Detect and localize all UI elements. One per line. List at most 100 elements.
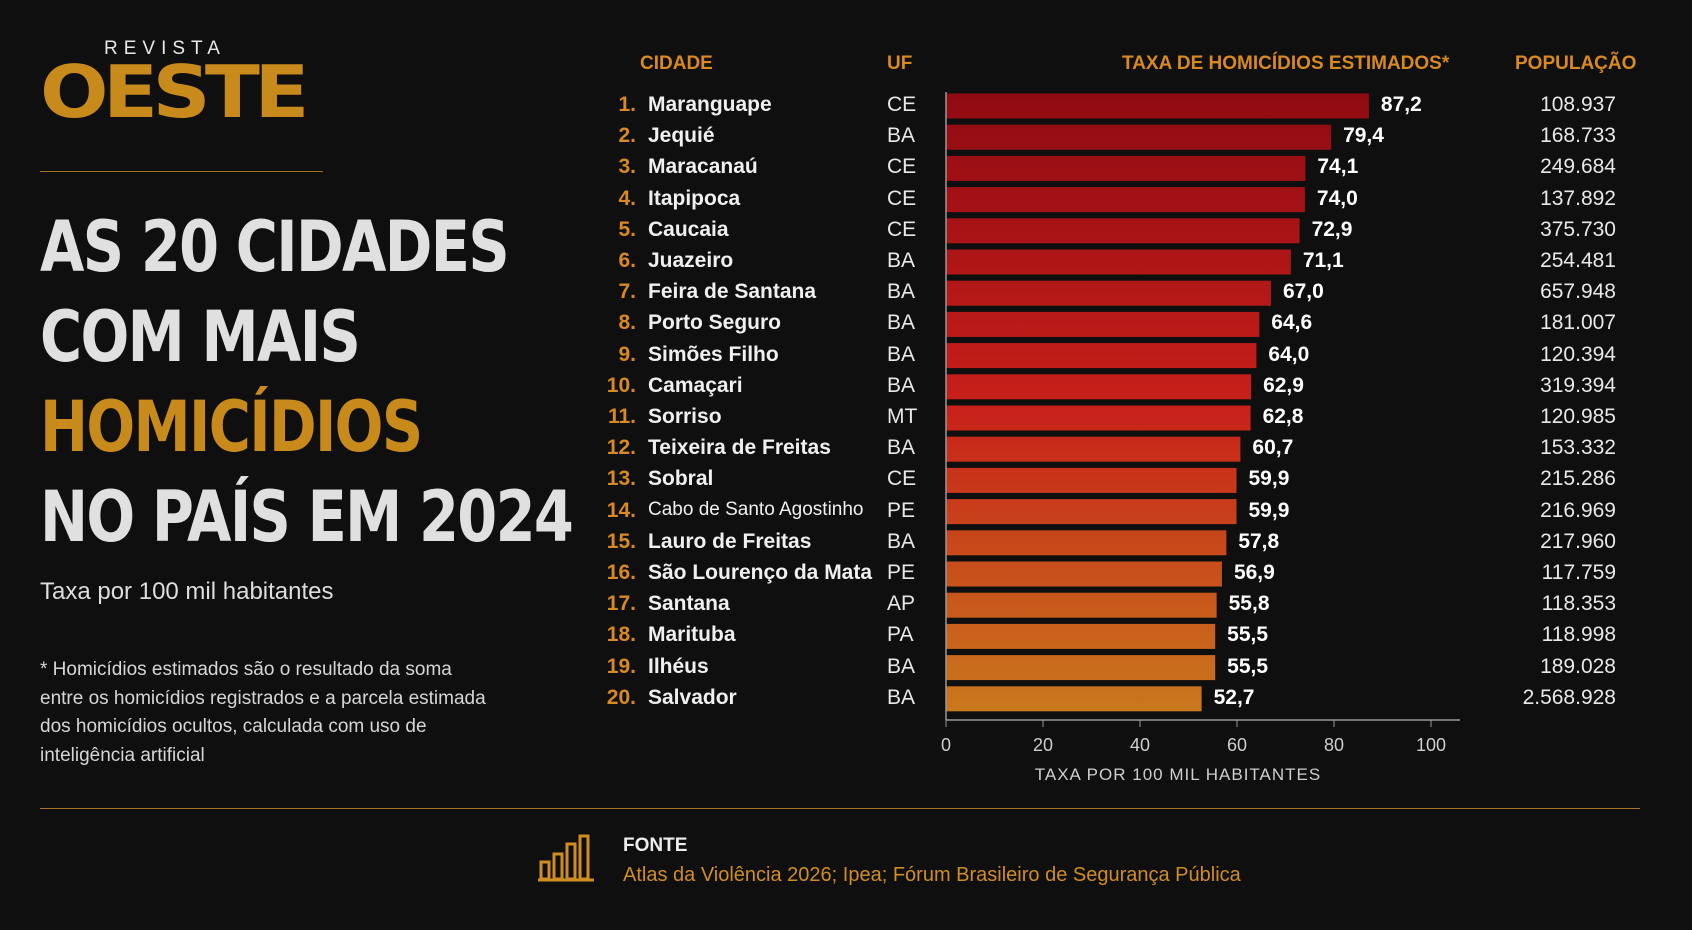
population-label: 189.028 — [1540, 654, 1616, 678]
value-label: 79,4 — [1343, 124, 1384, 148]
uf-label: CE — [887, 186, 917, 210]
uf-label: BA — [887, 311, 916, 335]
subtitle: Taxa por 100 mil habitantes — [40, 578, 334, 605]
rank-label: 6. — [618, 249, 636, 272]
bar-chart: 0 20 40 60 80 100 TAXA POR 100 MIL HABITANTES — [941, 92, 1460, 784]
bar — [946, 623, 1216, 649]
rank-label: 20. — [606, 685, 636, 709]
rank-label: 7. — [618, 280, 636, 304]
value-label: 87,2 — [1380, 93, 1422, 116]
value-label: 67,0 — [1282, 280, 1324, 304]
headline-line-4: NO PAÍS EM 2024 — [40, 476, 574, 558]
city-label: Salvador — [648, 685, 737, 709]
city-label: Simões Filho — [648, 342, 779, 366]
population-label: 168.733 — [1540, 124, 1616, 148]
x-tick-label: 100 — [1416, 735, 1446, 755]
uf-label: BA — [887, 373, 916, 397]
value-label: 64,0 — [1268, 342, 1310, 366]
rank-label: 18. — [606, 623, 636, 647]
uf-label: CE — [887, 467, 917, 491]
city-label: Sorriso — [648, 405, 722, 428]
value-label: 71,1 — [1302, 249, 1344, 272]
column-header-uf: UF — [887, 53, 913, 74]
bar — [946, 405, 1251, 431]
value-label: 62,8 — [1262, 405, 1304, 428]
x-tick-label: 60 — [1227, 735, 1247, 755]
value-label: 55,8 — [1228, 592, 1270, 616]
bar-chart-icon — [538, 834, 596, 887]
bar — [946, 467, 1237, 493]
rank-label: 16. — [606, 561, 636, 584]
uf-label: BA — [887, 685, 916, 709]
city-label: São Lourenço da Mata — [648, 561, 873, 584]
uf-label: PE — [887, 561, 916, 584]
city-label: Marituba — [648, 623, 736, 647]
value-label: 74,0 — [1316, 186, 1358, 210]
city-label: Cabo de Santo Agostinho — [648, 498, 864, 520]
population-label: 118.998 — [1541, 623, 1616, 647]
bar — [946, 374, 1252, 400]
x-tick-label: 0 — [941, 735, 951, 755]
value-label: 56,9 — [1233, 561, 1275, 584]
uf-label: BA — [887, 249, 916, 272]
city-label: Camaçari — [648, 373, 743, 397]
bar — [946, 436, 1241, 462]
source-text: Atlas da Violência 2026; Ipea; Fórum Bra… — [623, 864, 1241, 886]
rank-label: 11. — [607, 405, 636, 428]
population-label: 181.007 — [1540, 311, 1616, 335]
city-label: Feira de Santana — [648, 280, 817, 304]
population-label: 153.332 — [1540, 436, 1616, 460]
uf-label: AP — [887, 592, 916, 616]
bar — [946, 124, 1332, 150]
value-label: 59,9 — [1248, 498, 1290, 522]
bar — [946, 311, 1260, 337]
value-label: 52,7 — [1213, 685, 1255, 709]
value-label: 60,7 — [1252, 436, 1294, 460]
uf-label: BA — [887, 436, 916, 460]
x-axis-label: TAXA POR 100 MIL HABITANTES — [1035, 765, 1321, 784]
rank-label: 2. — [618, 124, 636, 148]
brand-logo: OESTE — [40, 50, 309, 134]
population-label: 375.730 — [1540, 217, 1616, 241]
bar — [946, 155, 1306, 181]
column-header-population: POPULAÇÃO — [1515, 53, 1637, 74]
divider — [40, 808, 1640, 809]
uf-label: CE — [887, 93, 917, 116]
headline-line-1: AS 20 CIDADES — [40, 206, 510, 288]
bar — [946, 592, 1217, 618]
rank-label: 9. — [618, 342, 636, 366]
bar — [946, 93, 1369, 119]
uf-label: BA — [887, 342, 916, 366]
uf-label: CE — [887, 217, 917, 241]
bar — [946, 187, 1305, 213]
population-label: 118.353 — [1541, 592, 1616, 616]
city-label: Maracanaú — [648, 155, 758, 179]
bar — [946, 249, 1291, 275]
city-label: Maranguape — [648, 93, 772, 116]
rank-label: 5. — [618, 217, 636, 241]
source-label: FONTE — [623, 835, 688, 856]
x-tick-label: 40 — [1130, 735, 1150, 755]
population-label: 117.759 — [1541, 561, 1616, 584]
population-label: 254.481 — [1540, 249, 1616, 272]
city-label: Santana — [648, 592, 730, 616]
city-label: Itapipoca — [648, 186, 741, 210]
rank-label: 13. — [606, 467, 636, 491]
bar — [946, 499, 1237, 525]
brand-kicker: REVISTA — [104, 38, 226, 59]
city-label: Porto Seguro — [648, 311, 782, 335]
population-label: 215.286 — [1540, 467, 1616, 491]
bar — [946, 280, 1271, 306]
divider — [40, 171, 323, 172]
rank-label: 17. — [606, 592, 636, 616]
population-label: 137.892 — [1540, 186, 1616, 210]
uf-label: BA — [887, 124, 916, 148]
population-label: 217.960 — [1540, 529, 1616, 553]
rank-label: 8. — [618, 311, 636, 335]
rank-label: 4. — [618, 186, 636, 210]
value-label: 59,9 — [1248, 467, 1290, 491]
uf-label: CE — [887, 155, 917, 179]
value-label: 74,1 — [1317, 155, 1359, 179]
headline-line-3: HOMICÍDIOS — [40, 386, 423, 468]
rank-label: 19. — [606, 654, 636, 678]
